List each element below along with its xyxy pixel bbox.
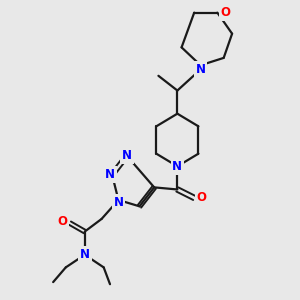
Text: N: N: [80, 248, 90, 261]
Text: N: N: [196, 63, 206, 76]
Text: O: O: [58, 214, 68, 228]
Text: N: N: [172, 160, 182, 173]
Text: N: N: [122, 149, 132, 162]
Text: N: N: [113, 196, 123, 208]
Text: N: N: [105, 168, 115, 181]
Text: O: O: [221, 6, 231, 19]
Text: O: O: [196, 191, 207, 204]
